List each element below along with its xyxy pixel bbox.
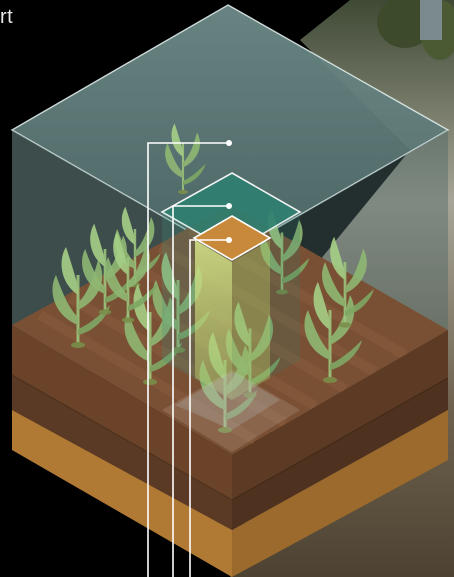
leader-dot-icon: [226, 140, 232, 146]
callouts: [147, 142, 229, 577]
leader-dot-icon: [226, 203, 232, 209]
corn-seedling-icon: [225, 301, 281, 398]
corn-seedling-icon: [304, 282, 362, 383]
callout-root-zone: [189, 239, 229, 577]
leader-dot-icon: [226, 237, 232, 243]
stem-column: [195, 240, 270, 400]
crop-plants: [52, 123, 374, 433]
corn-seedling-icon: [260, 208, 310, 295]
corn-seedling-icon: [165, 123, 206, 195]
corn-seedling-icon: [322, 236, 374, 328]
root-zone-volume: [162, 215, 300, 452]
corn-seedling-icon: [105, 231, 157, 323]
callout-canopy: [172, 205, 229, 577]
corn-seedling-icon: [124, 284, 182, 385]
tree-line: [377, 0, 454, 60]
caption: rt: [0, 6, 14, 28]
callout-atmosphere: [147, 142, 229, 577]
corn-seedling-icon: [52, 247, 110, 348]
topsoil-layer: [12, 325, 232, 500]
bedrock-layer: [12, 410, 232, 577]
subsoil-layer: [12, 375, 232, 530]
